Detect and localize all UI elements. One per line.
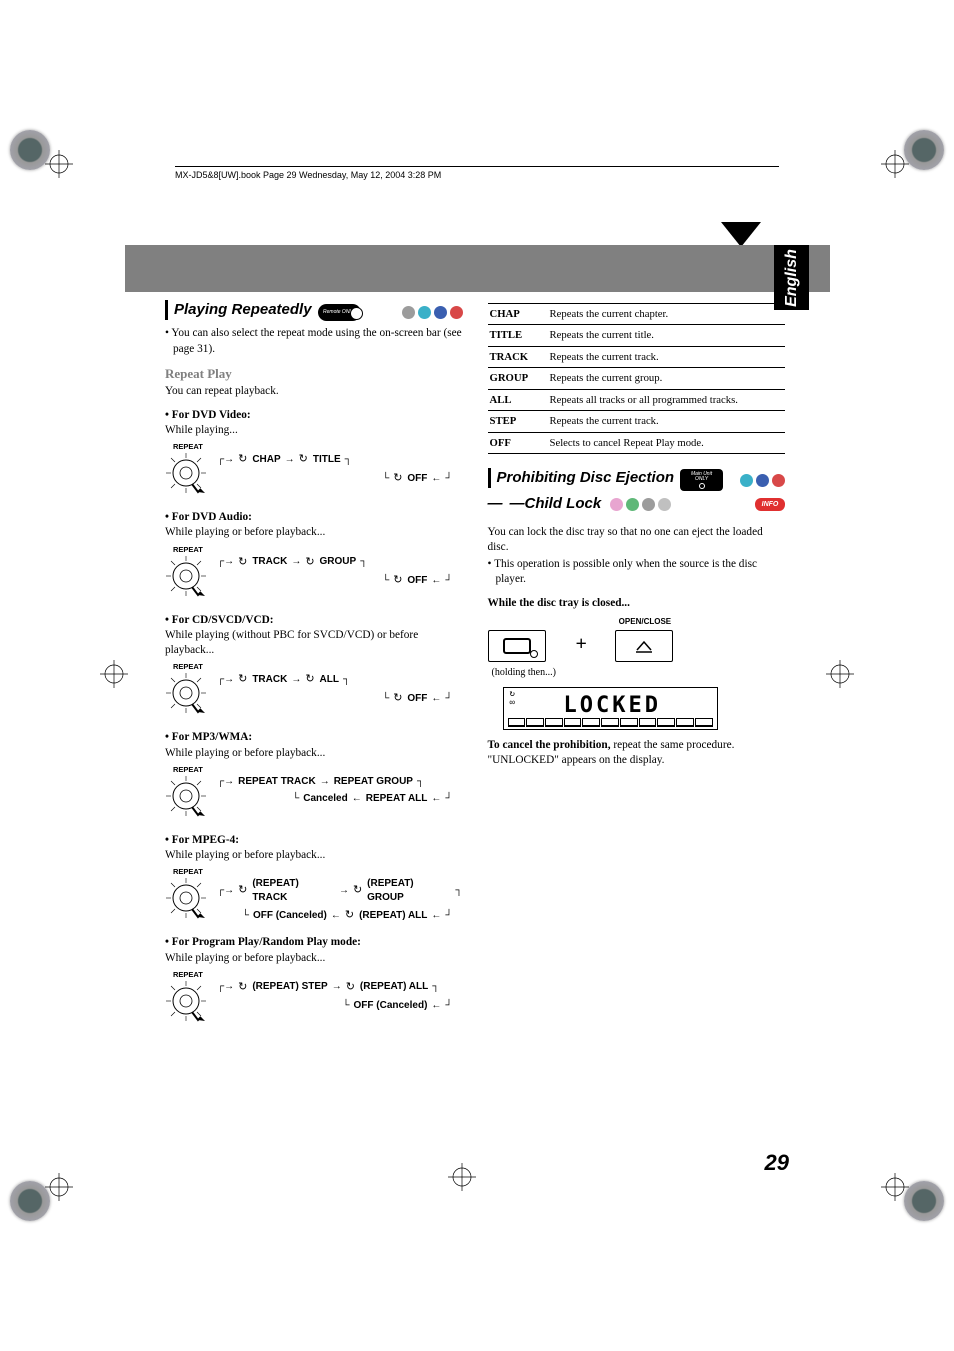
- section-title: Prohibiting Disc Ejection: [488, 468, 675, 488]
- table-row: ALLRepeats all tracks or all programmed …: [488, 389, 786, 410]
- table-row: TITLERepeats the current title.: [488, 325, 786, 346]
- table-row: CHAPRepeats the current chapter.: [488, 304, 786, 325]
- page-content: Playing Repeatedly Remote ONLY You can a…: [165, 300, 785, 1038]
- repeat-cycle-diagram: REPEAT ┌→ CHAP → TITLE ┐ └ OFF ←┘: [165, 442, 463, 500]
- format-dot: [402, 306, 415, 319]
- format-dot: [658, 498, 671, 511]
- note-list: You can also select the repeat mode usin…: [165, 326, 463, 357]
- lcd-text: LOCKED: [564, 691, 661, 721]
- repeat-modes-table: CHAPRepeats the current chapter.TITLERep…: [488, 303, 786, 454]
- right-column: CHAPRepeats the current chapter.TITLERep…: [488, 300, 786, 1038]
- format-dot: [450, 306, 463, 319]
- print-reg-corner: [10, 130, 50, 170]
- format-dot: [642, 498, 655, 511]
- lcd-display-graphic: ↻∞ LOCKED: [503, 687, 718, 730]
- repeat-cycle-diagram: REPEAT ┌→ (REPEAT) TRACK → (REPEAT) GROU…: [165, 867, 463, 925]
- standby-button-graphic: [488, 617, 548, 662]
- format-dots: [610, 498, 671, 511]
- format-dots: [740, 474, 785, 487]
- left-column: Playing Repeatedly Remote ONLY You can a…: [165, 300, 463, 1038]
- banner-bar: [125, 245, 830, 292]
- print-reg-corner: [10, 1181, 50, 1221]
- format-dot: [626, 498, 639, 511]
- crop-mark-icon: [826, 660, 854, 688]
- section-heading-block: Prohibiting Disc Ejection Main Unit ONLY…: [488, 468, 786, 515]
- section-title: Playing Repeatedly: [165, 300, 312, 320]
- holding-label: (holding then...): [492, 666, 786, 680]
- crop-mark-icon: [881, 150, 909, 178]
- repeat-cycle-diagram: REPEAT ┌→ TRACK → GROUP ┐ └ OFF ←┘: [165, 545, 463, 603]
- format-dot: [740, 474, 753, 487]
- format-dot: [772, 474, 785, 487]
- repeat-button-icon: [165, 980, 207, 1022]
- repeat-cycle-diagram: REPEAT ┌→ TRACK → ALL ┐ └ OFF ←┘: [165, 662, 463, 720]
- body-text: To cancel the prohibition, repeat the sa…: [488, 738, 786, 769]
- button-diagram: + OPEN/CLOSE (holding then...): [488, 617, 786, 679]
- info-badge: INFO: [755, 498, 785, 511]
- format-dot: [418, 306, 431, 319]
- crop-mark-icon: [45, 150, 73, 178]
- format-dot: [434, 306, 447, 319]
- format-dot: [756, 474, 769, 487]
- page-number: 29: [765, 1150, 789, 1176]
- corner-triangle-icon: [721, 222, 761, 247]
- note-item: This operation is possible only when the…: [488, 557, 786, 588]
- body-text: You can lock the disc tray so that no on…: [488, 525, 786, 556]
- print-reg-corner: [904, 130, 944, 170]
- instruction-heading: While the disc tray is closed...: [488, 596, 786, 611]
- table-row: OFFSelects to cancel Repeat Play mode.: [488, 432, 786, 453]
- table-row: GROUPRepeats the current group.: [488, 368, 786, 389]
- table-row: STEPRepeats the current track.: [488, 411, 786, 432]
- repeat-button-icon: [165, 672, 207, 714]
- table-row: TRACKRepeats the current track.: [488, 346, 786, 367]
- note-list: This operation is possible only when the…: [488, 557, 786, 588]
- page-header-meta: MX-JD5&8[UW].book Page 29 Wednesday, May…: [175, 166, 779, 180]
- body-text: You can repeat playback.: [165, 384, 463, 399]
- repeat-button-icon: [165, 775, 207, 817]
- print-reg-corner: [904, 1181, 944, 1221]
- open-close-button-graphic: OPEN/CLOSE: [615, 617, 675, 662]
- note-item: You can also select the repeat mode usin…: [165, 326, 463, 357]
- remote-only-badge: Remote ONLY: [318, 304, 361, 321]
- section-subtitle: —Child Lock: [510, 494, 602, 514]
- section-heading-row: Playing Repeatedly Remote ONLY: [165, 300, 463, 324]
- repeat-button-icon: [165, 877, 207, 919]
- crop-mark-icon: [45, 1173, 73, 1201]
- repeat-cycle-diagram: REPEAT ┌→ (REPEAT) STEP → (REPEAT) ALL ┐…: [165, 970, 463, 1028]
- plus-icon: +: [576, 621, 587, 658]
- repeat-cycle-diagram: REPEAT ┌→ REPEAT TRACK → REPEAT GROUP ┐ …: [165, 765, 463, 823]
- subsection-title: Repeat Play: [165, 365, 463, 383]
- crop-mark-icon: [100, 660, 128, 688]
- main-unit-badge: Main Unit ONLY: [680, 469, 723, 491]
- crop-mark-icon: [881, 1173, 909, 1201]
- crop-mark-icon: [448, 1163, 476, 1191]
- format-dots: [402, 306, 463, 319]
- repeat-button-icon: [165, 555, 207, 597]
- format-dot: [610, 498, 623, 511]
- repeat-button-icon: [165, 452, 207, 494]
